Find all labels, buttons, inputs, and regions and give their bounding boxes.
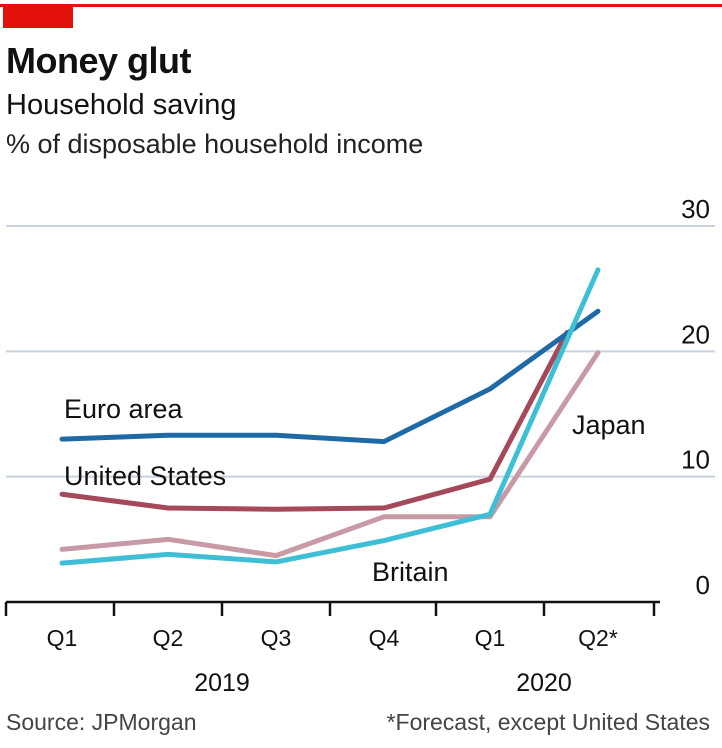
red-tag xyxy=(3,4,73,28)
top-rule xyxy=(0,4,722,7)
chart-subtitle: Household saving xyxy=(6,89,237,121)
series-line-britain xyxy=(59,267,601,566)
x-tick-label-0: Q1 xyxy=(47,625,78,651)
series-label-united-states: United States xyxy=(64,461,226,491)
x-tick-label-5: Q2* xyxy=(578,625,618,651)
y-tick-label-20: 20 xyxy=(681,319,710,349)
y-tick-label-0: 0 xyxy=(696,570,710,600)
x-tick-label-3: Q4 xyxy=(369,625,400,651)
x-tick-label-2: Q3 xyxy=(261,625,292,651)
forecast-note: *Forecast, except United States xyxy=(386,709,710,735)
series-label-japan: Japan xyxy=(572,410,646,440)
y-tick-label-10: 10 xyxy=(681,445,710,475)
source-note: Source: JPMorgan xyxy=(6,709,197,735)
series-label-euro-area: Euro area xyxy=(64,394,184,424)
year-label-2020: 2020 xyxy=(516,669,572,697)
chart-title: Money glut xyxy=(6,40,191,81)
series-line-euro-area xyxy=(59,308,601,445)
x-tick-label-4: Q1 xyxy=(475,625,506,651)
line-chart: 0 10 20 30 Q1 Q2 Q3 Q4 Q1 Q2* 2019 2020 Japan United … xyxy=(4,194,715,697)
chart-unit-label: % of disposable household income xyxy=(6,129,424,159)
year-label-2019: 2019 xyxy=(194,669,250,697)
series-line-japan xyxy=(59,350,601,559)
y-tick-label-30: 30 xyxy=(681,194,710,224)
series-label-britain: Britain xyxy=(372,557,449,587)
top-accent-bar xyxy=(0,0,722,30)
x-tick-label-1: Q2 xyxy=(153,625,184,651)
series-line-united-states xyxy=(59,330,570,512)
